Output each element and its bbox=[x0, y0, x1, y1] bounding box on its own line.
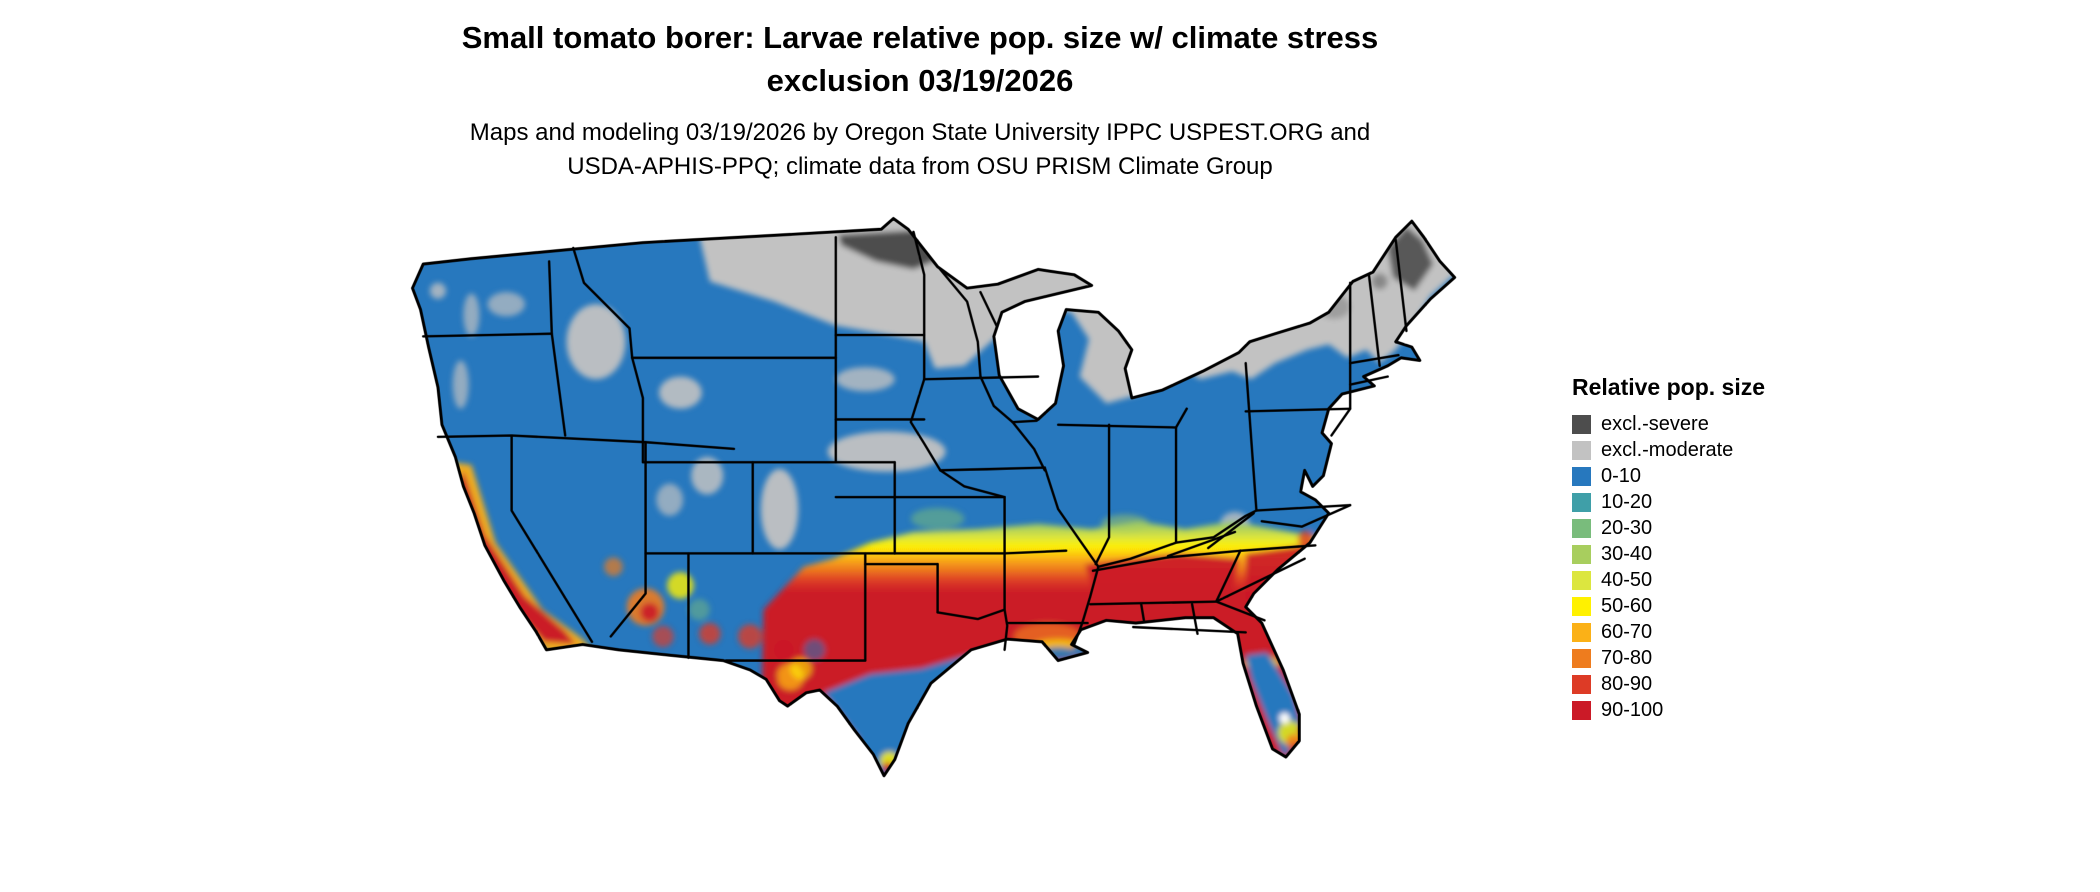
us-population-map bbox=[308, 206, 1527, 886]
legend-item: 40-50 bbox=[1572, 567, 1892, 593]
legend-color-swatch bbox=[1572, 596, 1591, 616]
legend-item-label: 60-70 bbox=[1601, 621, 1653, 643]
subtitle-block: Maps and modeling 03/19/2026 by Oregon S… bbox=[250, 116, 1590, 184]
utah-desert-gray bbox=[656, 483, 684, 516]
legend-item-label: 40-50 bbox=[1601, 569, 1653, 591]
yellowstone-gray bbox=[658, 376, 702, 409]
legend-item: excl.-severe bbox=[1572, 411, 1892, 437]
legend-item: 80-90 bbox=[1572, 671, 1892, 697]
legend-item-label: 90-100 bbox=[1601, 699, 1664, 721]
legend-color-swatch bbox=[1572, 570, 1591, 590]
legend-title: Relative pop. size bbox=[1572, 374, 1766, 400]
s-new-mexico-orange bbox=[737, 624, 763, 649]
legend-item: 0-10 bbox=[1572, 463, 1892, 489]
lake-okeechobee bbox=[1279, 712, 1290, 724]
legend-color-swatch bbox=[1572, 674, 1591, 694]
arizona-yellow bbox=[667, 572, 694, 599]
utah-mountain-gray bbox=[691, 456, 724, 495]
legend-color-swatch bbox=[1572, 648, 1591, 668]
legend-color-swatch bbox=[1572, 544, 1591, 564]
se-arizona-red-orange bbox=[699, 623, 721, 645]
or-cascades-gray bbox=[452, 360, 469, 409]
legend-item: 90-100 bbox=[1572, 697, 1892, 723]
legend-item-label: 50-60 bbox=[1601, 595, 1653, 617]
legend: Relative pop. size excl.-severe excl.-mo… bbox=[1572, 374, 1892, 723]
davis-mtns-blue bbox=[803, 639, 826, 661]
az-green-spot bbox=[688, 598, 710, 621]
legend-item-label: excl.-severe bbox=[1601, 413, 1709, 435]
kansas-green-fringe bbox=[910, 507, 965, 530]
arizona-red bbox=[640, 602, 659, 622]
idaho-mountain-gray bbox=[566, 304, 626, 380]
tennessee-red-region bbox=[1084, 553, 1239, 607]
legend-color-swatch bbox=[1572, 440, 1591, 460]
legend-item: excl.-moderate bbox=[1572, 437, 1892, 463]
map-raster-layer bbox=[412, 218, 1455, 776]
legend-item: 30-40 bbox=[1572, 541, 1892, 567]
legend-item-label: 70-80 bbox=[1601, 647, 1653, 669]
w-texas-yellow bbox=[790, 657, 812, 680]
carolina-coast-red-region bbox=[1245, 542, 1332, 610]
legend-item: 60-70 bbox=[1572, 619, 1892, 645]
legend-item-label: 10-20 bbox=[1601, 491, 1653, 513]
title-block: Small tomato borer: Larvae relative pop.… bbox=[250, 16, 1590, 184]
us-map-svg bbox=[411, 217, 1457, 778]
map-subtitle-line2: USDA-APHIS-PPQ; climate data from OSU PR… bbox=[567, 153, 1273, 180]
us-coast-outline bbox=[411, 217, 1457, 778]
legend-item: 50-60 bbox=[1572, 593, 1892, 619]
map-title-line2: exclusion 03/19/2026 bbox=[766, 63, 1074, 98]
central-wa-gray bbox=[487, 292, 526, 317]
legend-color-swatch bbox=[1572, 518, 1591, 538]
olympics-gray bbox=[429, 282, 446, 299]
s-nevada-orange bbox=[604, 557, 623, 577]
legend-color-swatch bbox=[1572, 414, 1591, 434]
ohio-valley-green-fringe bbox=[1101, 514, 1150, 534]
nh-severe-spot bbox=[1371, 273, 1388, 290]
wa-cascades-gray bbox=[463, 293, 480, 337]
s-arizona-red-orange bbox=[652, 625, 674, 648]
colorado-rockies-gray bbox=[760, 468, 799, 550]
legend-color-swatch bbox=[1572, 492, 1591, 512]
legend-items: excl.-severe excl.-moderate 0-10 10-20 2… bbox=[1572, 411, 1892, 723]
map-subtitle-line1: Maps and modeling 03/19/2026 by Oregon S… bbox=[469, 119, 1371, 146]
legend-color-swatch bbox=[1572, 700, 1591, 720]
s-new-mexico-red bbox=[774, 640, 793, 660]
legend-item-label: 30-40 bbox=[1601, 543, 1653, 565]
state-borders bbox=[421, 230, 1408, 662]
sd-gray bbox=[835, 367, 895, 392]
legend-color-swatch bbox=[1572, 466, 1591, 486]
legend-item: 20-30 bbox=[1572, 515, 1892, 541]
legend-item: 10-20 bbox=[1572, 489, 1892, 515]
legend-item-label: 0-10 bbox=[1601, 465, 1642, 487]
legend-item-label: 20-30 bbox=[1601, 517, 1653, 539]
legend-item: 70-80 bbox=[1572, 645, 1892, 671]
legend-color-swatch bbox=[1572, 622, 1591, 642]
legend-item-label: excl.-moderate bbox=[1601, 439, 1734, 461]
map-title-line1: Small tomato borer: Larvae relative pop.… bbox=[461, 20, 1379, 55]
legend-item-label: 80-90 bbox=[1601, 673, 1653, 695]
